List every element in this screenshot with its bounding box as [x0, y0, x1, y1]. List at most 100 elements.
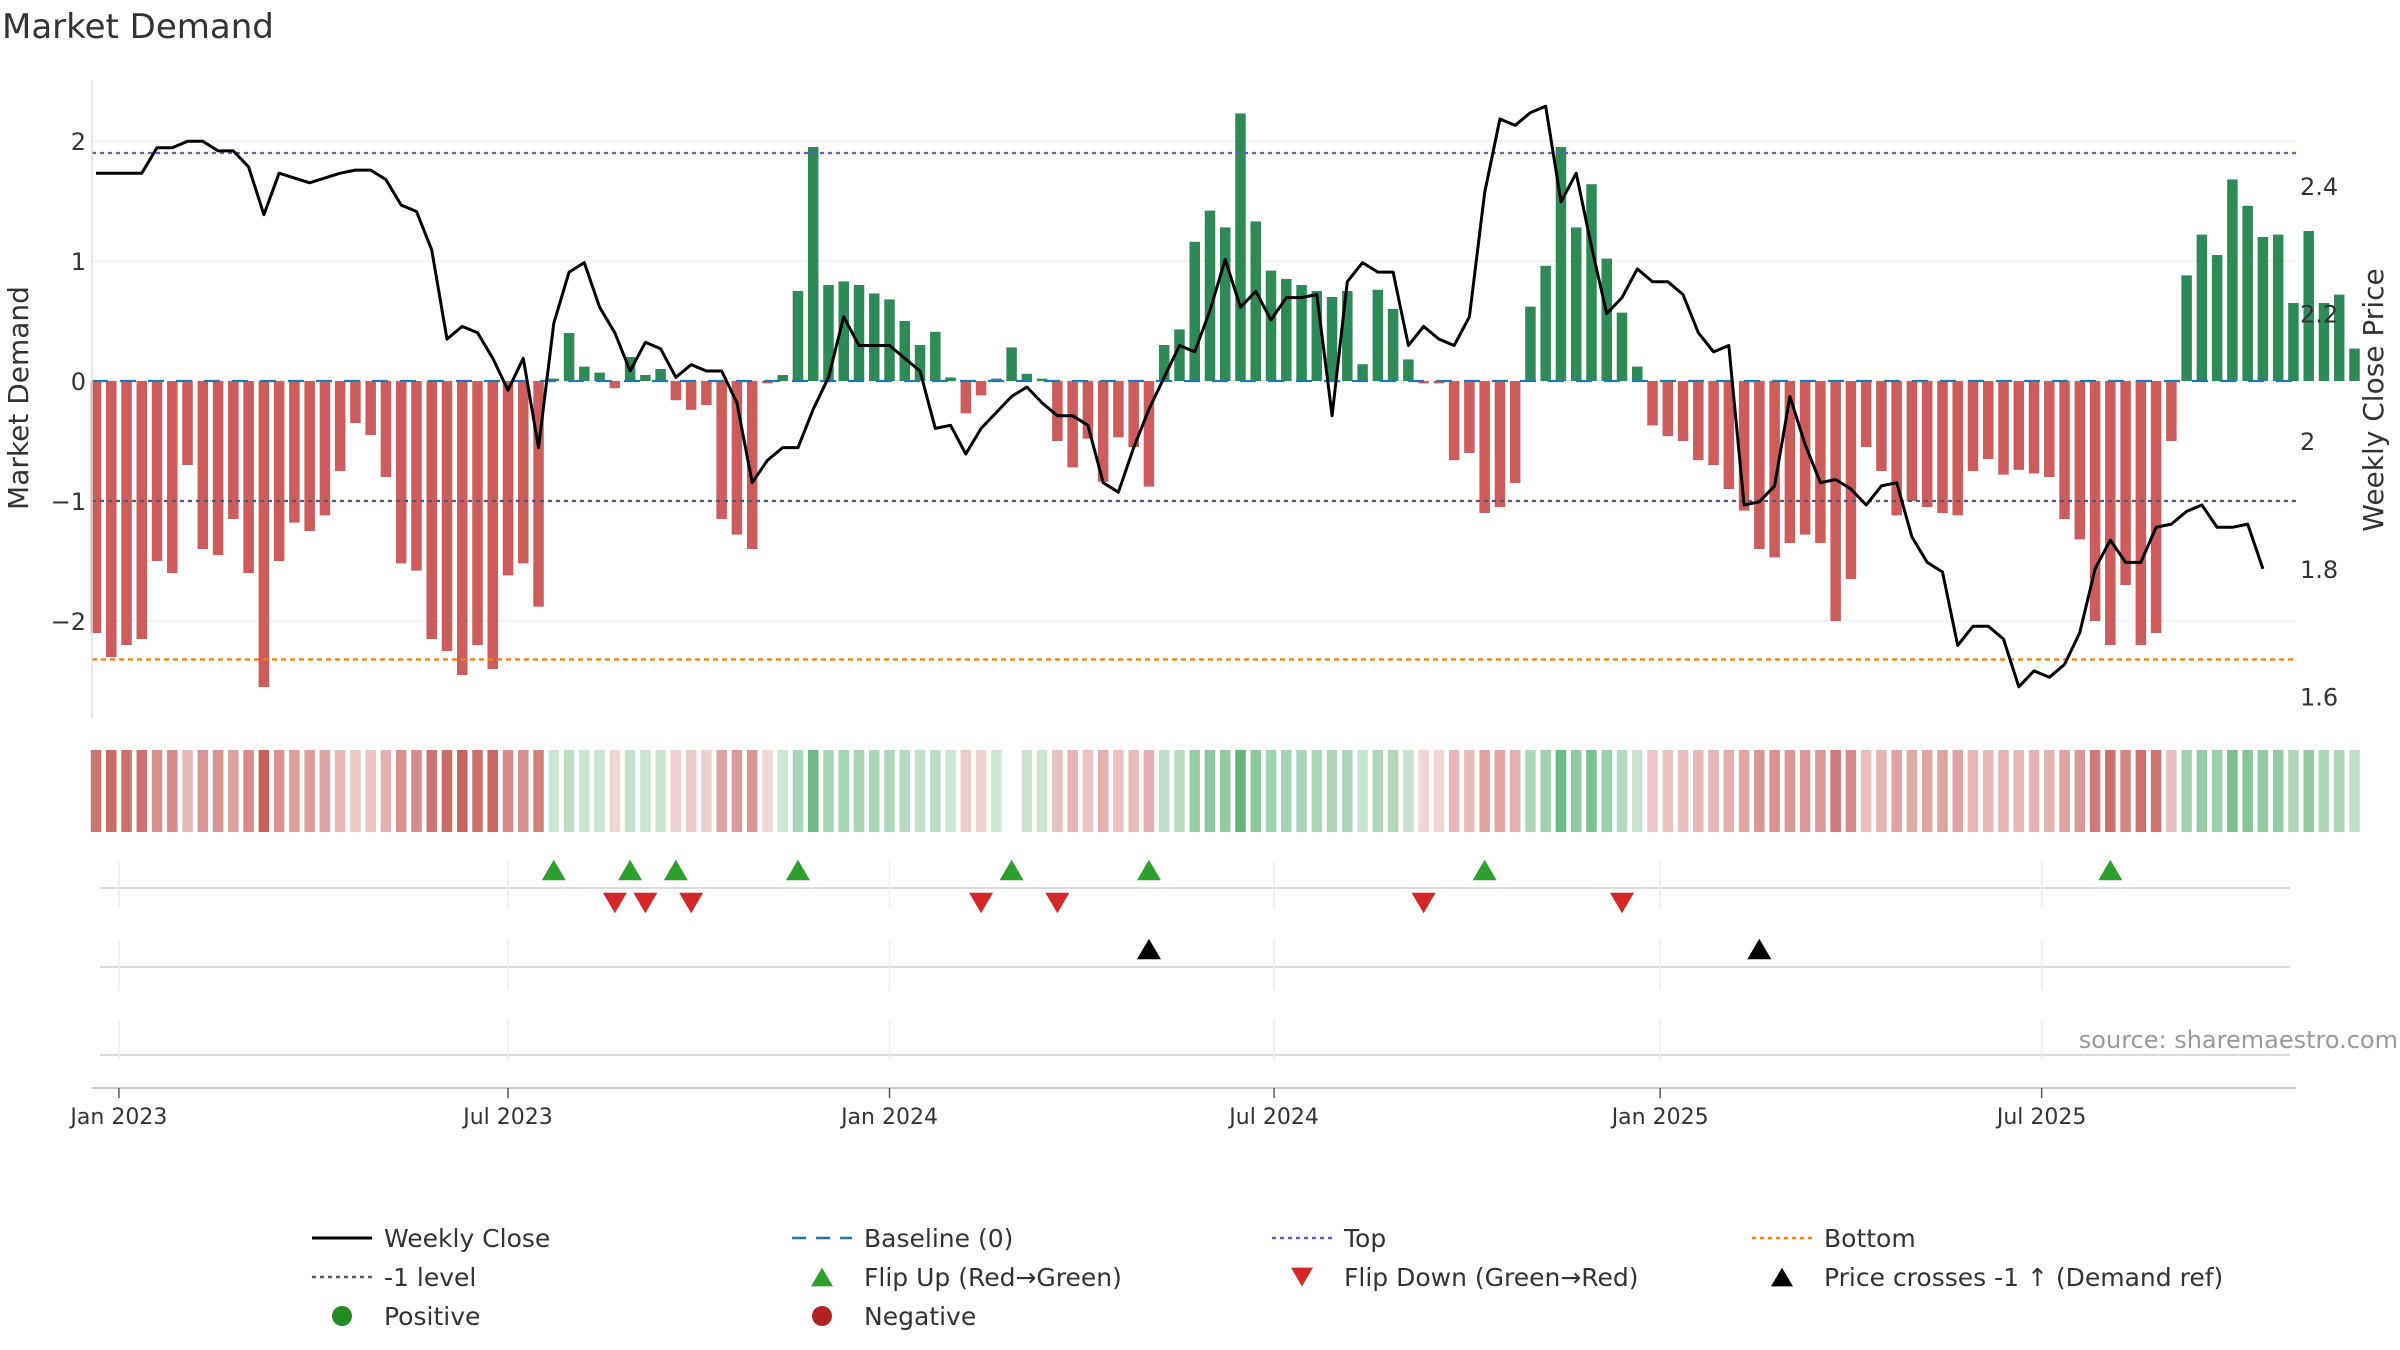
- heat-cell: [930, 750, 941, 832]
- demand-bar: [1723, 381, 1735, 489]
- demand-bar: [334, 381, 346, 471]
- demand-bar: [701, 381, 712, 405]
- demand-bar: [2257, 237, 2269, 381]
- heat-cell: [1876, 750, 1887, 832]
- demand-bar: [1052, 381, 1063, 441]
- demand-bar: [1433, 381, 1445, 384]
- demand-bar: [1647, 381, 1658, 426]
- legend-symbol-triangle-down: [1291, 1267, 1313, 1287]
- demand-bar: [1677, 381, 1689, 441]
- demand-bar: [380, 381, 392, 477]
- heat-cell: [1952, 750, 1963, 832]
- demand-bar: [2288, 303, 2299, 381]
- demand-bar: [1342, 291, 1353, 381]
- demand-bar: [899, 321, 911, 381]
- heat-cell: [731, 750, 743, 832]
- demand-bar: [533, 381, 544, 607]
- legend-item: Baseline (0): [792, 1224, 1013, 1253]
- flip-down-marker: [1411, 892, 1436, 914]
- legend-label: Price crosses -1 ↑ (Demand ref): [1824, 1263, 2223, 1292]
- demand-bar: [838, 281, 849, 381]
- y-tick-label: −2: [51, 608, 86, 636]
- demand-bar: [1952, 381, 1963, 516]
- demand-bar: [792, 291, 804, 381]
- demand-bar: [212, 381, 224, 555]
- heat-cell: [1647, 750, 1658, 832]
- heat-cell: [228, 750, 239, 832]
- event-markers: [100, 859, 2290, 1060]
- demand-bar: [411, 381, 422, 571]
- demand-bar: [289, 381, 300, 523]
- demand-bar: [1479, 381, 1490, 513]
- heat-cell: [90, 750, 102, 832]
- demand-bar: [823, 285, 834, 381]
- heat-cell: [2074, 750, 2086, 832]
- heat-cell: [1555, 750, 1567, 832]
- demand-bar: [1403, 359, 1414, 381]
- legend-label: -1 level: [384, 1263, 476, 1292]
- legend-item: Top: [1272, 1224, 1386, 1253]
- y2-tick-label: 1.6: [2300, 683, 2338, 711]
- heat-cell: [1632, 750, 1643, 832]
- heat-cell: [716, 750, 727, 832]
- y2-axis-label: Weekly Close Price: [2357, 268, 2390, 531]
- demand-bar: [1876, 381, 1887, 471]
- legend-label: Positive: [384, 1302, 480, 1331]
- heat-cell: [182, 750, 193, 832]
- demand-bar: [2318, 303, 2330, 381]
- demand-bar: [762, 381, 773, 384]
- heat-cell: [1418, 750, 1429, 832]
- demand-bar: [106, 381, 117, 657]
- y2-tick-label: 2.2: [2300, 301, 2338, 329]
- demand-bar: [777, 375, 788, 381]
- heat-cell: [1219, 750, 1231, 832]
- x-tick-label: Jan 2024: [839, 1105, 938, 1130]
- heat-cell: [991, 750, 1002, 832]
- demand-bar: [2120, 381, 2131, 585]
- demand-bar: [1799, 381, 1811, 535]
- demand-bar: [930, 331, 941, 381]
- heat-cell: [1265, 750, 1277, 832]
- heat-cell: [2059, 750, 2070, 832]
- heat-cell: [1540, 750, 1551, 832]
- legend-item: Positive: [332, 1302, 480, 1331]
- heat-cell: [1754, 750, 1765, 832]
- x-tick-label: Jan 2023: [68, 1105, 167, 1130]
- heat-cell: [1036, 750, 1048, 832]
- demand-bar: [1998, 381, 2009, 475]
- heat-cell: [1387, 750, 1399, 832]
- heat-cell: [838, 750, 849, 832]
- heat-cell: [792, 750, 804, 832]
- demand-bar: [548, 378, 560, 381]
- legend-label: Negative: [864, 1302, 976, 1331]
- flip-up-marker: [1472, 859, 1497, 881]
- heat-cell: [1448, 750, 1460, 832]
- demand-bar: [1937, 381, 1948, 513]
- demand-bar: [655, 369, 666, 381]
- demand-bar: [945, 377, 956, 381]
- y-tick-label: 1: [71, 248, 86, 276]
- heat-cell: [273, 750, 285, 832]
- heat-cell: [411, 750, 422, 832]
- demand-bar: [594, 372, 605, 381]
- heat-cell: [2288, 750, 2299, 832]
- legend-item: Flip Down (Green→Red): [1291, 1263, 1639, 1292]
- demand-bar: [182, 381, 193, 465]
- legend-item: -1 level: [312, 1263, 476, 1292]
- heat-cell: [350, 750, 361, 832]
- heat-cell: [1937, 750, 1948, 832]
- demand-bar: [1128, 381, 1139, 447]
- demand-bar: [243, 381, 254, 573]
- heat-cell: [1250, 750, 1262, 832]
- x-tick-label: Jul 2023: [461, 1105, 553, 1130]
- demand-bar: [1509, 381, 1521, 483]
- legend-symbol-dot: [332, 1306, 352, 1326]
- demand-bar: [1021, 373, 1033, 381]
- heat-cell: [746, 750, 758, 832]
- heat-cell: [2257, 750, 2269, 832]
- reference-lines: [92, 151, 2296, 661]
- heat-cell: [334, 750, 346, 832]
- heat-cell: [2120, 750, 2131, 832]
- demand-bar: [2028, 381, 2040, 474]
